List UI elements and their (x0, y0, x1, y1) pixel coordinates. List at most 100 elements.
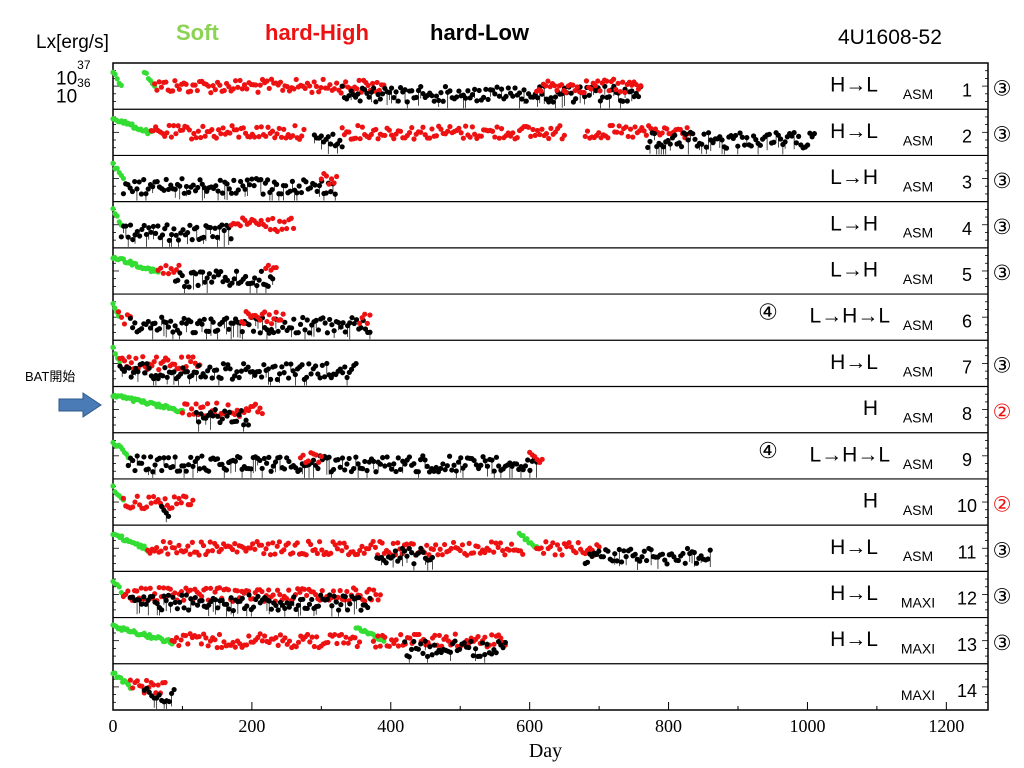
data-point-low (206, 271, 213, 277)
data-point-low (315, 371, 321, 377)
data-point-high (514, 135, 520, 141)
data-point-low (147, 325, 154, 331)
data-point-low (645, 144, 651, 151)
data-point-low (431, 642, 438, 648)
data-point-high (227, 130, 233, 136)
data-point-high (218, 131, 224, 137)
data-point-high (557, 123, 563, 129)
data-point-high (543, 83, 549, 89)
data-point-high (314, 550, 320, 557)
right-arrow-icon (58, 392, 102, 418)
data-point-low (429, 652, 435, 658)
data-point-low (315, 465, 321, 472)
data-point-high (185, 641, 191, 647)
data-point-high (390, 540, 396, 547)
data-point-low (192, 329, 198, 336)
data-point-low (141, 454, 147, 460)
data-point-low (330, 131, 336, 137)
data-point-high (433, 133, 440, 139)
data-point-high (250, 541, 256, 547)
data-point-low (484, 463, 491, 469)
data-point-high (557, 546, 563, 552)
data-point-low (277, 371, 283, 377)
panel-number: 2 (962, 126, 972, 146)
data-point-low (143, 191, 149, 197)
instrument-label: ASM (903, 225, 933, 241)
data-point-high (625, 133, 631, 140)
data-point-high (265, 124, 271, 130)
data-point-low (308, 371, 314, 377)
data-point-high (286, 638, 293, 644)
data-point-low (242, 186, 248, 192)
data-point-high (489, 128, 496, 134)
data-point-low (201, 234, 207, 240)
data-point-high (343, 79, 349, 85)
data-point-high (482, 634, 488, 640)
data-point-low (647, 138, 653, 145)
data-point-high (234, 588, 240, 594)
data-point-low (672, 132, 678, 138)
data-point-high (278, 317, 284, 323)
data-point-low (458, 455, 464, 461)
data-point-high (343, 634, 349, 640)
data-point-high (246, 633, 252, 639)
data-point-low (353, 361, 359, 367)
data-point-high (302, 85, 308, 91)
data-point-high (203, 585, 209, 591)
data-point-low (134, 453, 140, 459)
data-point-high (209, 548, 216, 554)
data-point-low (257, 457, 263, 463)
data-point-low (251, 183, 257, 189)
data-point-low (226, 186, 232, 192)
data-point-low (146, 225, 152, 231)
data-point-high (290, 133, 296, 139)
data-point-high (293, 644, 299, 650)
data-point-high (176, 495, 182, 502)
data-point-low (249, 280, 255, 286)
data-point-high (167, 539, 173, 546)
data-point-low (306, 361, 312, 367)
data-point-high (376, 87, 382, 93)
data-point-low (453, 468, 459, 474)
data-point-high (372, 544, 379, 550)
data-point-high (194, 87, 200, 94)
data-point-high (186, 127, 192, 133)
data-point-low (408, 646, 415, 653)
data-point-low (383, 560, 389, 566)
data-point-high (386, 643, 392, 649)
data-point-high (436, 632, 442, 639)
data-point-high (140, 354, 146, 360)
data-point-low (160, 373, 166, 379)
data-point-low (737, 130, 743, 136)
data-point-high (445, 638, 452, 644)
data-point-high (457, 547, 463, 554)
data-point-low (213, 183, 219, 189)
data-point-low (272, 459, 279, 465)
data-point-high (232, 411, 238, 418)
data-point-high (170, 88, 176, 94)
data-point-low (468, 638, 474, 645)
transition-label: H (863, 490, 878, 513)
data-point-high (643, 132, 649, 138)
data-point-low (415, 646, 421, 652)
data-point-low (629, 88, 635, 94)
data-point-high (147, 585, 153, 591)
data-point-high (255, 89, 261, 95)
data-point-low (128, 374, 134, 380)
data-point-low (295, 329, 301, 336)
data-point-high (486, 547, 492, 553)
data-point-high (168, 265, 174, 272)
panel-number: 7 (962, 358, 972, 378)
data-point-high (257, 82, 263, 88)
data-point-high (134, 678, 140, 684)
data-point-high (290, 225, 297, 232)
data-point-high (176, 642, 182, 649)
data-point-low (161, 593, 167, 599)
data-point-high (371, 587, 377, 593)
data-point-low (692, 136, 698, 142)
data-point-low (520, 467, 526, 473)
data-point-low (243, 417, 249, 423)
data-point-high (437, 546, 443, 552)
data-point-low (293, 606, 299, 612)
data-point-high (337, 540, 343, 546)
